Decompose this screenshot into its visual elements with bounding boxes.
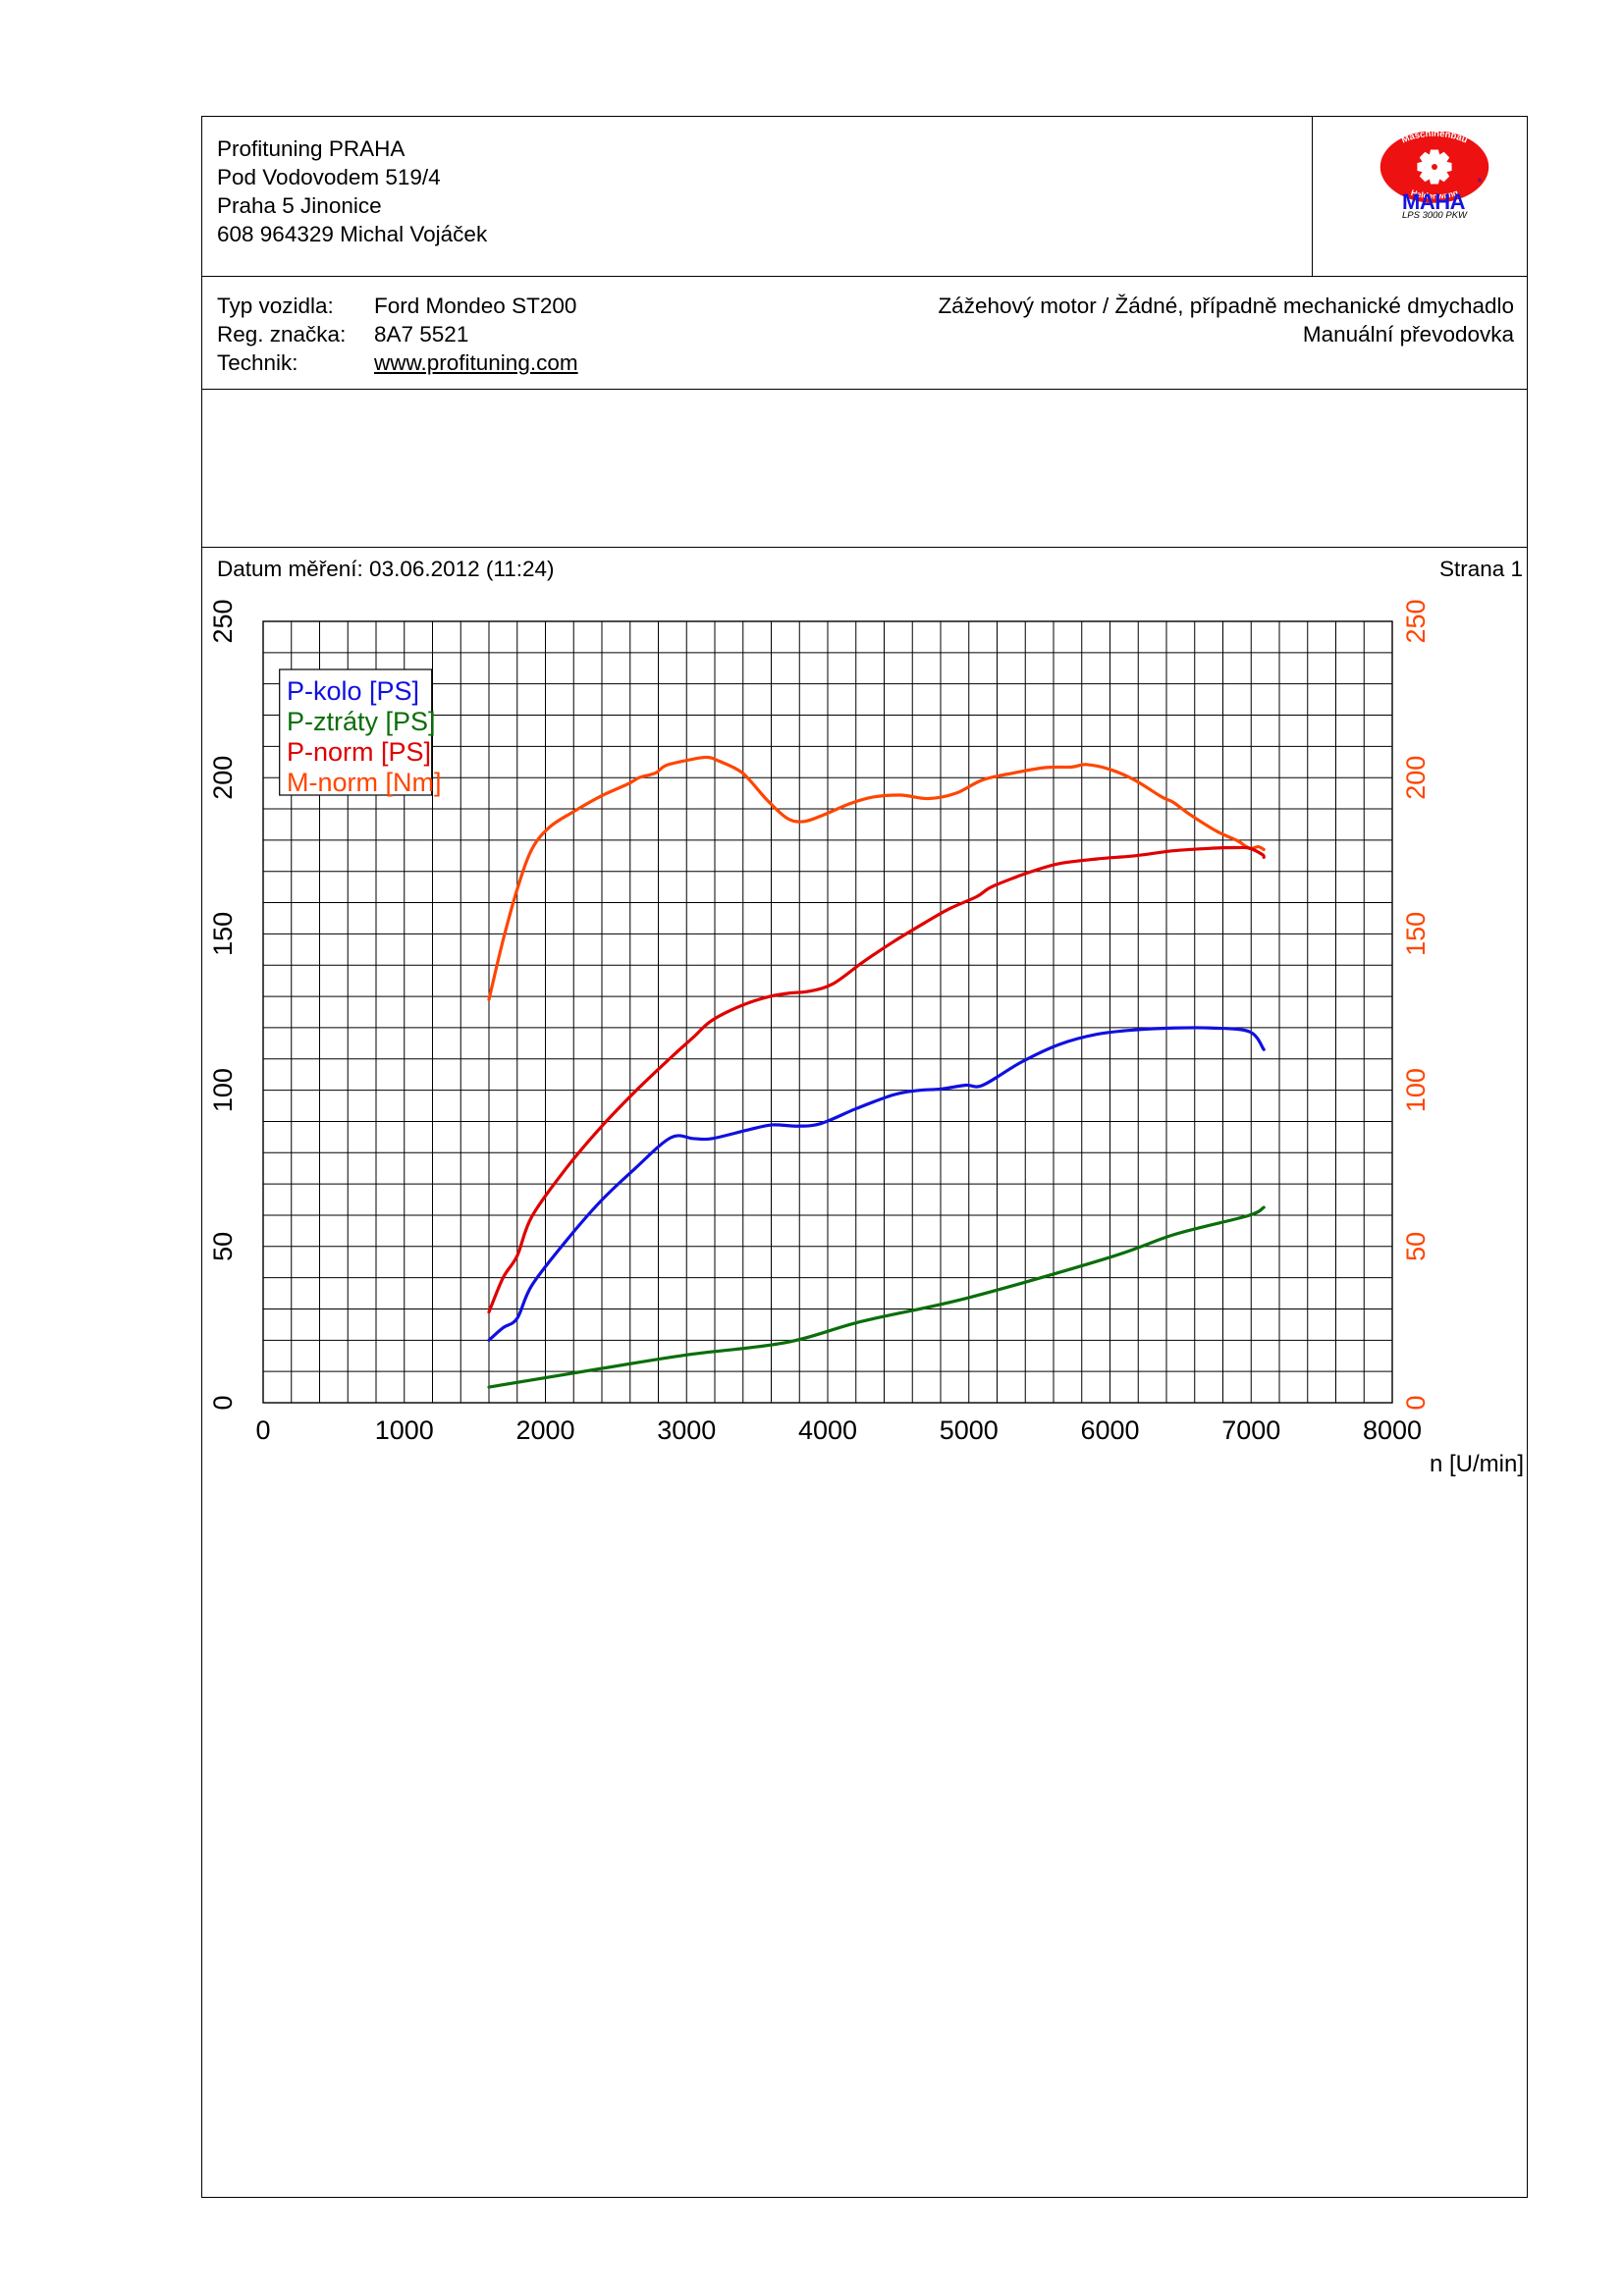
svg-text:5000: 5000: [940, 1415, 999, 1445]
svg-text:4000: 4000: [798, 1415, 857, 1445]
svg-text:P-ztráty [PS]: P-ztráty [PS]: [287, 707, 436, 736]
svg-text:LPS 3000 PKW: LPS 3000 PKW: [1402, 210, 1468, 220]
svg-text:250: 250: [208, 599, 238, 643]
svg-text:0: 0: [1401, 1395, 1431, 1410]
svg-text:0: 0: [208, 1395, 238, 1410]
svg-text:2000: 2000: [515, 1415, 574, 1445]
svg-text:50: 50: [1401, 1232, 1431, 1261]
svg-text:50: 50: [208, 1232, 238, 1261]
svg-text:M-norm [Nm]: M-norm [Nm]: [287, 768, 442, 797]
svg-text:100: 100: [1401, 1068, 1431, 1112]
svg-text:0: 0: [255, 1415, 270, 1445]
svg-text:200: 200: [208, 756, 238, 800]
svg-text:P-kolo [PS]: P-kolo [PS]: [287, 676, 419, 706]
svg-text:6000: 6000: [1080, 1415, 1139, 1445]
svg-text:7000: 7000: [1221, 1415, 1280, 1445]
svg-text:3000: 3000: [657, 1415, 716, 1445]
svg-text:®: ®: [1478, 178, 1482, 185]
svg-text:n [U/min]: n [U/min]: [1430, 1451, 1524, 1477]
svg-text:8000: 8000: [1363, 1415, 1422, 1445]
svg-text:150: 150: [208, 912, 238, 956]
svg-text:1000: 1000: [375, 1415, 434, 1445]
svg-text:150: 150: [1401, 912, 1431, 956]
svg-text:P-norm [PS]: P-norm [PS]: [287, 737, 431, 767]
svg-text:250: 250: [1401, 599, 1431, 643]
svg-text:200: 200: [1401, 756, 1431, 800]
svg-text:100: 100: [208, 1068, 238, 1112]
